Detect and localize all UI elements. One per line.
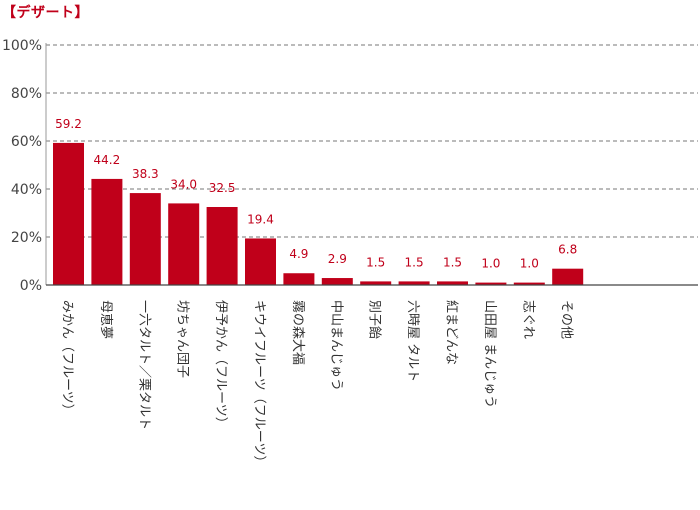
data-label: 59.2 [55, 117, 82, 131]
x-category-label: 霧の森大福 [290, 300, 305, 365]
axes [45, 43, 698, 286]
x-category-label: 一六タルト／栗タルト [136, 300, 151, 430]
labels: 0% 20% 40% 60% 80% 100% 59.2 みかん（フルーツ） 44.2 母恵夢 38… [2, 38, 577, 468]
bar [360, 281, 392, 285]
data-label: 44.2 [94, 153, 121, 167]
x-category-label: 志ぐれ [520, 300, 535, 339]
x-category-label: キウイフルーツ（フルーツ） [252, 300, 267, 468]
data-label: 4.9 [289, 247, 308, 261]
x-category-label: 紅まどんな [444, 300, 459, 365]
bar [53, 142, 84, 285]
bar [513, 282, 545, 285]
bar [552, 268, 584, 285]
bar [168, 203, 200, 285]
bar [91, 178, 123, 285]
x-category-label: その他 [559, 300, 574, 339]
x-category-label: 坊ちゃん団子 [175, 300, 190, 378]
bar [206, 207, 238, 285]
bar [129, 193, 161, 285]
bar [321, 278, 353, 285]
y-tick-label: 40% [11, 182, 42, 198]
x-category-label: 母恵夢 [98, 300, 113, 339]
y-tick-label: 100% [2, 38, 42, 54]
y-tick-label: 20% [11, 230, 42, 246]
y-tick-label: 60% [11, 134, 42, 150]
bar [475, 282, 507, 285]
x-category-label: 別子飴 [367, 300, 382, 339]
bar [437, 281, 468, 285]
data-label: 1.5 [443, 255, 462, 269]
x-category-label: 六時屋 タルト [405, 300, 420, 382]
data-label: 32.5 [209, 181, 236, 195]
x-category-label: 中山まんじゅう [328, 300, 343, 391]
bars [53, 142, 584, 285]
bar [245, 238, 276, 285]
data-label: 2.9 [328, 252, 347, 266]
y-tick-label: 0% [20, 278, 42, 294]
data-label: 1.5 [405, 255, 424, 269]
x-category-label: みかん（フルーツ） [60, 300, 75, 417]
data-label: 38.3 [132, 167, 159, 181]
data-label: 34.0 [170, 177, 197, 191]
bar [283, 273, 315, 285]
x-category-label: 山田屋 まんじゅう [482, 300, 497, 408]
data-label: 1.5 [366, 255, 385, 269]
chart-title: 【デザート】 [2, 5, 89, 21]
bar [398, 281, 430, 285]
x-category-label: 伊予かん（フルーツ） [213, 300, 228, 430]
data-label: 6.8 [558, 243, 577, 257]
y-tick-label: 80% [11, 86, 42, 102]
data-label: 19.4 [247, 212, 274, 226]
data-label: 1.0 [520, 257, 539, 271]
data-label: 1.0 [481, 257, 500, 271]
